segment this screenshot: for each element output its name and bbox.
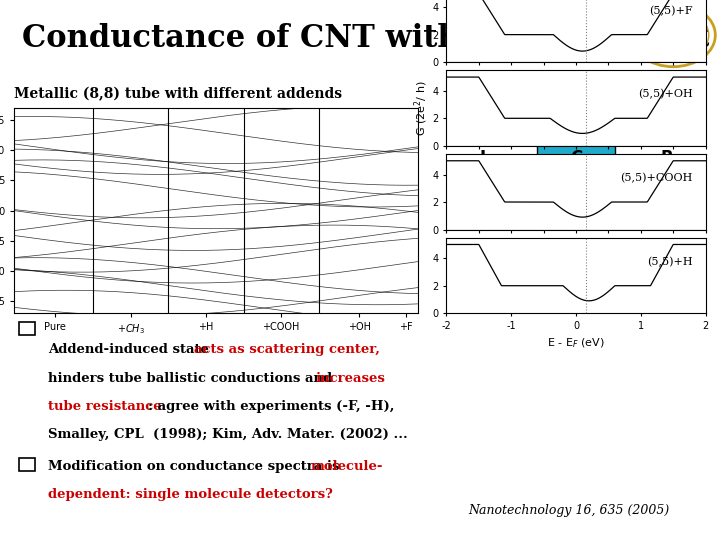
Text: L: L <box>480 148 490 167</box>
Bar <box>19 458 35 471</box>
Text: Metallic (8,8) tube with different addends: Metallic (8,8) tube with different adden… <box>14 87 343 102</box>
Bar <box>19 322 35 335</box>
Bar <box>537 136 615 179</box>
Text: (5,5)+H: (5,5)+H <box>647 256 693 267</box>
Text: hinders tube ballistic conductions and: hinders tube ballistic conductions and <box>48 372 336 384</box>
Text: (5,5)+F: (5,5)+F <box>649 5 693 16</box>
Text: acts as scattering center,: acts as scattering center, <box>194 343 380 356</box>
Text: Addend-induced state: Addend-induced state <box>48 343 213 356</box>
Text: (5,5)+COOH: (5,5)+COOH <box>620 173 693 183</box>
Text: dependent: single molecule detectors?: dependent: single molecule detectors? <box>48 488 333 501</box>
Text: R: R <box>660 148 673 167</box>
Text: Nanotechnology 16, 635 (2005): Nanotechnology 16, 635 (2005) <box>468 504 670 517</box>
Text: tube resistance: tube resistance <box>48 400 161 413</box>
Text: increases: increases <box>315 372 385 384</box>
Text: : agree with experiments (-F, -H),: : agree with experiments (-F, -H), <box>148 400 395 413</box>
Text: Modification on conductance spectra is: Modification on conductance spectra is <box>48 460 344 473</box>
Text: (5,5)+OH: (5,5)+OH <box>638 89 693 99</box>
Text: 大连理工: 大连理工 <box>665 32 682 38</box>
X-axis label: E - E$_F$ (eV): E - E$_F$ (eV) <box>547 336 605 350</box>
Text: Smalley, CPL  (1998); Kim, Adv. Mater. (2002) ...: Smalley, CPL (1998); Kim, Adv. Mater. (2… <box>48 428 408 441</box>
Text: C: C <box>570 148 582 167</box>
Text: molecule-: molecule- <box>311 460 383 473</box>
Y-axis label: G (2e$^2$/ h): G (2e$^2$/ h) <box>412 80 430 136</box>
Text: Conductance of CNT with monocovalent addends: Conductance of CNT with monocovalent add… <box>22 23 720 53</box>
